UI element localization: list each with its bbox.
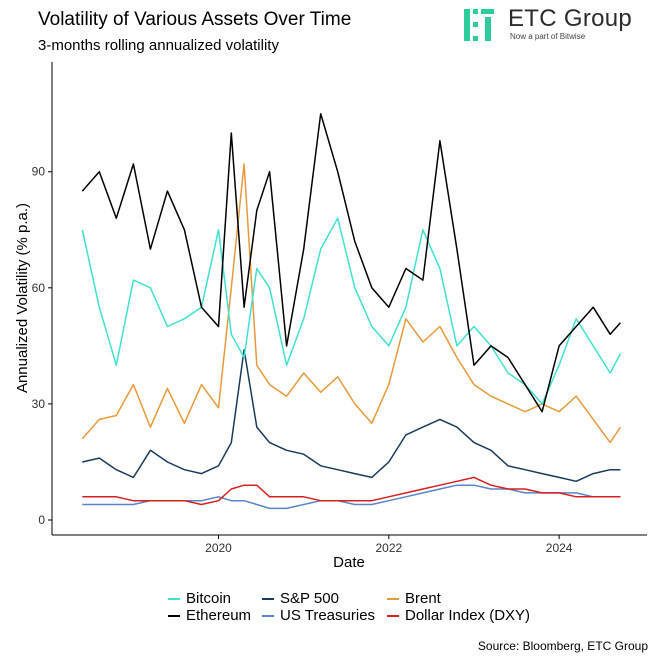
x-tick-label: 2020 (205, 541, 232, 555)
chart-subtitle: 3-months rolling annualized volatility (38, 37, 279, 54)
series-line-ethereum (81, 112, 621, 413)
y-axis-ticks: 0 30 60 90 (32, 165, 52, 527)
legend-label-ethereum: Ethereum (186, 607, 252, 624)
etc-group-logo: ETC Group Now a part of Bitwise (462, 5, 652, 45)
y-tick-label: 30 (32, 397, 46, 411)
legend-label-sp500: S&P 500 (280, 590, 339, 607)
x-tick-label: 2024 (546, 541, 573, 555)
legend-key-dxy (387, 615, 399, 617)
x-axis-label: Date (333, 554, 365, 571)
legend-key-brent (387, 598, 399, 600)
legend-key-bitcoin (168, 598, 180, 600)
y-tick-label: 0 (38, 513, 45, 527)
chart-legend: Bitcoin Ethereum S&P 500 US Treasuries B… (168, 590, 530, 630)
series-line-us-treasuries (82, 484, 621, 510)
source-note: Source: Bloomberg, ETC Group (477, 639, 648, 653)
y-tick-label: 60 (32, 281, 46, 295)
x-tick-label: 2022 (375, 541, 402, 555)
logo-tagline: Now a part of Bitwise (510, 32, 586, 41)
etc-group-logo-icon (464, 9, 494, 41)
legend-key-us-treasuries (262, 615, 274, 617)
series-line-bitcoin (81, 217, 622, 405)
legend-label-bitcoin: Bitcoin (186, 590, 232, 607)
series-lines (81, 112, 622, 510)
series-line-s-p-500 (82, 348, 621, 483)
legend-label-us-treasuries: US Treasuries (280, 607, 376, 624)
y-tick-label: 90 (32, 165, 46, 179)
legend-key-sp500 (262, 598, 274, 600)
y-axis-label: Annualized Volatility (% p.a.) (14, 203, 31, 393)
x-axis-ticks: 2020 2022 2024 (205, 535, 573, 555)
chart-title: Volatility of Various Assets Over Time (38, 9, 352, 30)
legend-label-dxy: Dollar Index (DXY) (405, 607, 531, 624)
logo-name: ETC Group (508, 5, 633, 32)
legend-key-ethereum (168, 615, 180, 617)
legend-label-brent: Brent (405, 590, 441, 607)
series-line-brent (81, 163, 622, 444)
series-line-dollar-index-dxy (82, 476, 621, 506)
